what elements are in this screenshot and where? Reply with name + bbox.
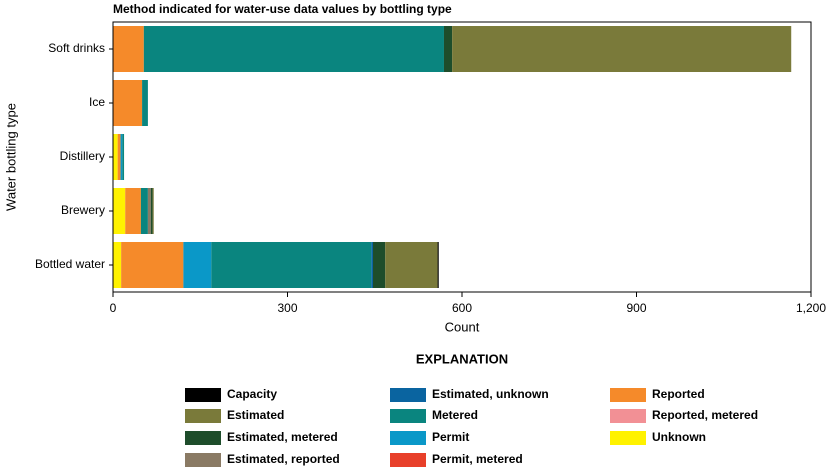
bar-segment [152, 188, 154, 234]
y-axis-label: Water bottling type [3, 103, 18, 211]
bar-segment [371, 242, 374, 288]
plot-frame [112, 21, 812, 293]
legend-label: Estimated, reported [227, 452, 340, 466]
legend-label: Permit, metered [432, 452, 523, 466]
legend-label: Unknown [652, 430, 706, 444]
legend-label: Reported [652, 387, 705, 401]
bar-segment [120, 134, 123, 180]
bar-segment [143, 26, 444, 72]
bar-segment [125, 188, 141, 234]
legend-swatch [185, 409, 221, 423]
bar-segment [113, 134, 118, 180]
legend-swatch [610, 388, 646, 402]
legend-label: Estimated [227, 408, 284, 422]
y-tick-label: Distillery [60, 149, 105, 163]
legend-label: Metered [432, 408, 478, 422]
bar-segment [452, 26, 792, 72]
y-tick-label: Soft drinks [48, 41, 105, 55]
bar-segment [122, 134, 125, 180]
legend-label: Permit [432, 430, 469, 444]
legend-swatch [390, 388, 426, 402]
bar-segment [147, 188, 151, 234]
x-tick-label: 600 [452, 301, 472, 315]
x-tick-label: 1,200 [796, 301, 826, 315]
bar-segment [437, 242, 439, 288]
legend-swatch [185, 431, 221, 445]
bar-segment [113, 80, 143, 126]
bar-segment [142, 80, 148, 126]
chart-title: Method indicated for water-use data valu… [113, 2, 452, 16]
bar-segment [211, 242, 372, 288]
bar-segment [113, 242, 122, 288]
legend-swatch [390, 431, 426, 445]
legend-swatch [390, 453, 426, 467]
bar-segment [150, 188, 153, 234]
bar-segment [113, 188, 126, 234]
legend-swatch [390, 409, 426, 423]
bar-segment [117, 134, 121, 180]
legend-label: Estimated, metered [227, 430, 338, 444]
bar-segment [140, 188, 148, 234]
legend-swatch [185, 453, 221, 467]
bar-segment [443, 26, 453, 72]
bar-segment [121, 242, 184, 288]
x-tick-label: 900 [626, 301, 646, 315]
legend-title: EXPLANATION [416, 351, 508, 366]
legend-swatch [610, 409, 646, 423]
y-tick-label: Ice [89, 95, 105, 109]
legend-label: Estimated, unknown [432, 387, 549, 401]
legend-label: Reported, metered [652, 408, 758, 422]
legend-swatch [610, 431, 646, 445]
x-tick-label: 300 [277, 301, 297, 315]
bar-segment [113, 26, 144, 72]
y-tick-label: Brewery [61, 203, 105, 217]
legend-swatch [185, 388, 221, 402]
legend-label: Capacity [227, 387, 277, 401]
bar-segment [373, 242, 386, 288]
bar-segment [385, 242, 438, 288]
x-axis-label: Count [445, 319, 480, 334]
x-tick-label: 0 [110, 301, 117, 315]
bar-segment [183, 242, 212, 288]
y-tick-label: Bottled water [35, 257, 105, 271]
